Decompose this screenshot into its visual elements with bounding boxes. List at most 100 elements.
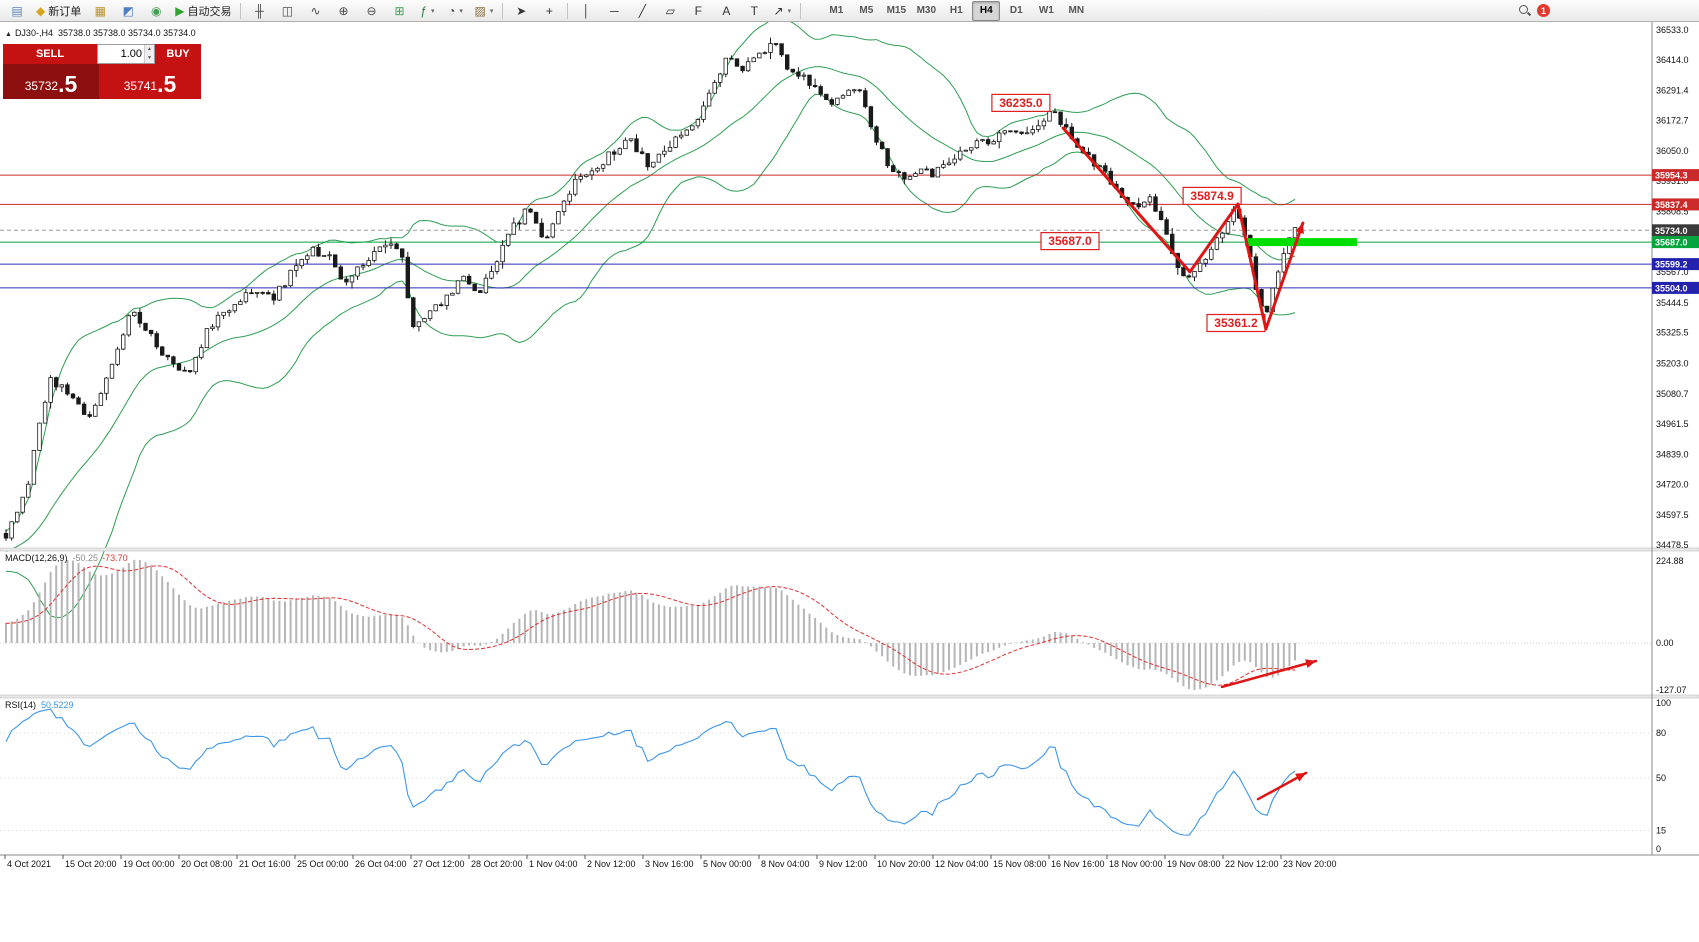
macd-indicator-label: MACD(12,26,9) -50.25 -73.70 bbox=[5, 553, 128, 563]
new-chart-button[interactable]: ▤ bbox=[4, 1, 30, 21]
fibonacci-button[interactable]: F bbox=[685, 1, 711, 21]
templates-button[interactable]: ▨ ▾ bbox=[470, 1, 497, 21]
buy-price-button[interactable]: 35741.5 bbox=[99, 64, 201, 99]
sell-price-button[interactable]: 35732.5 bbox=[3, 64, 99, 99]
timeframe-mn[interactable]: MN bbox=[1068, 5, 1085, 16]
time-label: 3 Nov 16:00 bbox=[645, 859, 694, 869]
volume-control: ▲ ▼ bbox=[97, 44, 155, 64]
time-label: 20 Oct 08:00 bbox=[181, 859, 233, 869]
annotations-layer: 36235.0 35874.9 35687.0 35361.2 bbox=[991, 93, 1266, 333]
timeframe-h1[interactable]: H1 bbox=[949, 5, 963, 16]
text-button[interactable]: A bbox=[713, 1, 739, 21]
bollinger-bands-layer bbox=[5, 17, 1296, 619]
trendline-button[interactable]: ╱ bbox=[629, 1, 655, 21]
crosshair-button[interactable]: + bbox=[536, 1, 562, 21]
volume-input[interactable] bbox=[98, 45, 144, 63]
oct-toggle-icon[interactable]: ▲ bbox=[5, 31, 12, 38]
price-annotation-text: 35361.2 bbox=[1214, 316, 1258, 330]
macd-name: MACD(12,26,9) bbox=[5, 553, 68, 563]
svg-text:35954.3: 35954.3 bbox=[1655, 171, 1688, 181]
layouts-button[interactable]: ▦ bbox=[87, 1, 113, 21]
arrows-button[interactable]: ↗ ▾ bbox=[769, 1, 795, 21]
svg-text:34597.5: 34597.5 bbox=[1656, 510, 1689, 520]
time-label: 19 Oct 00:00 bbox=[123, 859, 175, 869]
buy-tab[interactable]: BUY bbox=[155, 44, 201, 64]
new-order-button[interactable]: ◆ 新订单 bbox=[32, 1, 85, 21]
indicators-button[interactable]: ƒ ▾ bbox=[414, 1, 440, 21]
price-annotation-box[interactable] bbox=[1182, 186, 1242, 205]
svg-text:36291.4: 36291.4 bbox=[1656, 86, 1689, 96]
price-tag bbox=[1652, 281, 1699, 294]
periods-button[interactable]: ◔ ▾ bbox=[442, 1, 468, 21]
svg-text:35567.0: 35567.0 bbox=[1656, 267, 1689, 277]
label-button[interactable]: T bbox=[741, 1, 767, 21]
timeframe-w1[interactable]: W1 bbox=[1038, 5, 1054, 16]
search-icon[interactable] bbox=[1518, 4, 1531, 17]
zoom-in-button[interactable]: ⊕ bbox=[330, 1, 356, 21]
autotrading-button[interactable]: ▶ 自动交易 bbox=[171, 1, 235, 21]
candlestick-chart-icon: ◫ bbox=[281, 3, 294, 18]
price-tag bbox=[1652, 224, 1699, 237]
timeframe-m30[interactable]: M30 bbox=[916, 5, 937, 16]
text-icon: A bbox=[722, 3, 731, 18]
svg-text:35687.0: 35687.0 bbox=[1655, 238, 1688, 248]
svg-text:34961.5: 34961.5 bbox=[1656, 419, 1689, 429]
bar-chart-button[interactable]: ╫ bbox=[246, 1, 272, 21]
refresh-icon: ◉ bbox=[150, 3, 162, 18]
candlestick-chart-button[interactable]: ◫ bbox=[274, 1, 300, 21]
svg-text:34720.0: 34720.0 bbox=[1656, 480, 1689, 490]
toolbar: ▤ ◆ 新订单 ▦ ◩ ◉ ▶ 自动交易 ╫ ◫ ∿ ⊕ ⊖ ⊞ ƒ ▾ ◔ ▾ ▨ ▾ ➤ + │ ─ ╱ ▱ F A T ↗ ▾ M1 M5… bbox=[0, 0, 1699, 22]
timeframe-m1[interactable]: M1 bbox=[829, 5, 844, 16]
time-label: 18 Nov 00:00 bbox=[1109, 859, 1163, 869]
macd-value-main: -50.25 bbox=[72, 553, 99, 563]
horizontal-line-button[interactable]: ─ bbox=[601, 1, 627, 21]
price-tag bbox=[1652, 169, 1699, 182]
price-tags: 35954.3 35837.4 35734.0 35687.0 35599.2 35504… bbox=[1652, 169, 1699, 294]
channel-icon: ▱ bbox=[665, 3, 675, 18]
svg-text:34478.5: 34478.5 bbox=[1656, 540, 1689, 550]
time-label: 2 Nov 12:00 bbox=[587, 859, 636, 869]
toolbar-separator bbox=[240, 2, 242, 19]
price-annotation-box[interactable] bbox=[991, 93, 1051, 113]
time-label: 12 Nov 04:00 bbox=[935, 859, 989, 869]
notification-badge[interactable]: 1 bbox=[1537, 4, 1550, 17]
vertical-line-button[interactable]: │ bbox=[573, 1, 599, 21]
autotrading-button-label: 自动交易 bbox=[187, 5, 232, 18]
bollinger-lower bbox=[5, 93, 1296, 619]
rsi-name: RSI(14) bbox=[5, 700, 37, 710]
timeframe-m5[interactable]: M5 bbox=[859, 5, 874, 16]
bar-chart-icon: ╫ bbox=[255, 3, 264, 18]
panel-splitter[interactable] bbox=[0, 547, 1699, 552]
svg-text:50: 50 bbox=[1656, 773, 1666, 783]
line-chart-button[interactable]: ∿ bbox=[302, 1, 328, 21]
profiles-button[interactable]: ◩ bbox=[115, 1, 141, 21]
svg-text:35599.2: 35599.2 bbox=[1655, 260, 1688, 270]
rsi-line bbox=[5, 708, 1296, 836]
time-axis[interactable]: 4 Oct 2021 15 Oct 20:00 19 Oct 00:00 20 Oct… bbox=[4, 855, 1337, 869]
svg-text:34839.0: 34839.0 bbox=[1656, 450, 1689, 460]
time-label: 28 Oct 20:00 bbox=[471, 859, 523, 869]
timeframe-h4[interactable]: H4 bbox=[972, 0, 1001, 21]
svg-text:35080.7: 35080.7 bbox=[1656, 389, 1689, 399]
volume-decrease-button[interactable]: ▼ bbox=[145, 54, 154, 63]
svg-text:35444.5: 35444.5 bbox=[1656, 298, 1689, 308]
price-annotation-text: 35687.0 bbox=[1048, 234, 1092, 248]
time-label: 22 Nov 12:00 bbox=[1225, 859, 1279, 869]
sell-tab[interactable]: SELL bbox=[3, 44, 97, 64]
timeframe-m15[interactable]: M15 bbox=[886, 5, 907, 16]
price-annotation-box[interactable] bbox=[1040, 232, 1100, 251]
refresh-button[interactable]: ◉ bbox=[143, 1, 169, 21]
tile-windows-icon: ⊞ bbox=[394, 3, 405, 18]
panel-splitter[interactable] bbox=[0, 694, 1699, 699]
timeframe-d1[interactable]: D1 bbox=[1009, 5, 1023, 16]
tile-windows-button[interactable]: ⊞ bbox=[386, 1, 412, 21]
volume-increase-button[interactable]: ▲ bbox=[145, 45, 154, 54]
svg-text:35734.0: 35734.0 bbox=[1655, 226, 1688, 236]
channel-button[interactable]: ▱ bbox=[657, 1, 683, 21]
svg-text:35325.5: 35325.5 bbox=[1656, 328, 1689, 338]
time-label: 21 Oct 16:00 bbox=[239, 859, 291, 869]
chart-symbol-line: ▲ DJ30-,H4 35738.0 35738.0 35734.0 35734.… bbox=[5, 28, 196, 38]
zoom-out-button[interactable]: ⊖ bbox=[358, 1, 384, 21]
cursor-button[interactable]: ➤ bbox=[508, 1, 534, 21]
